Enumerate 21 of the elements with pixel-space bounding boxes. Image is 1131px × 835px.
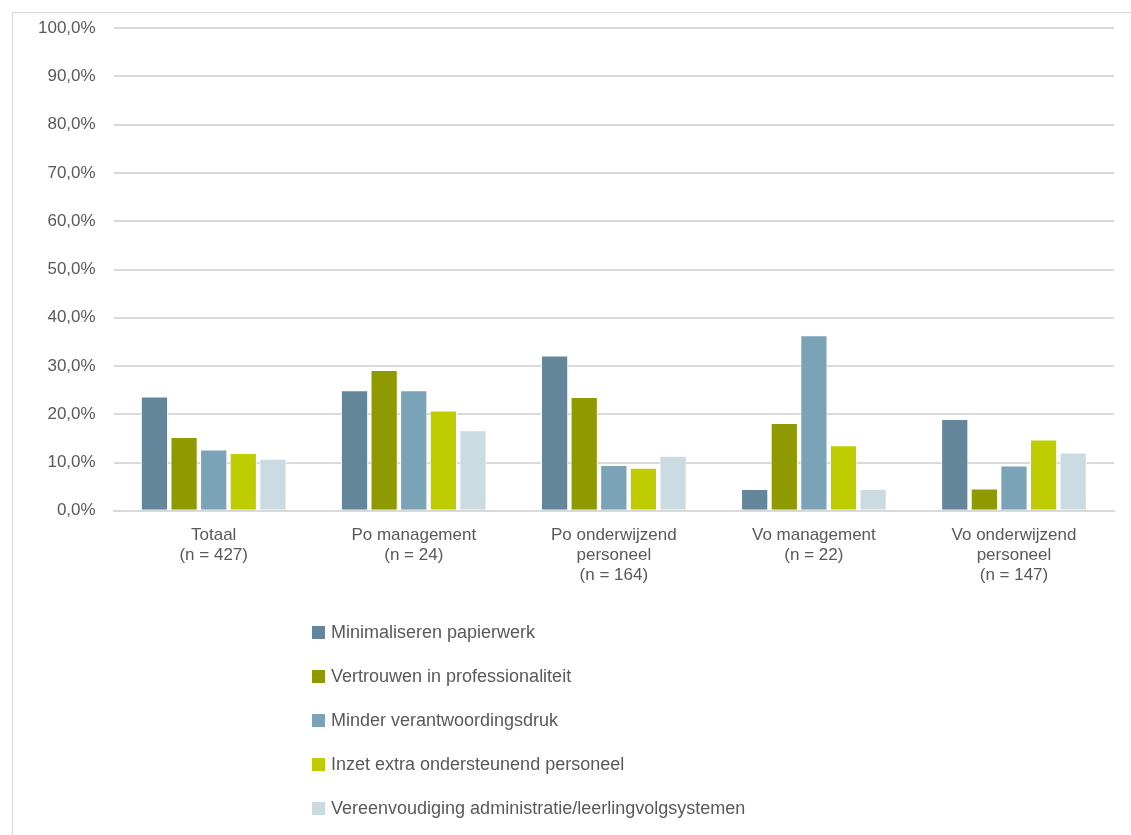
legend-label: Minder verantwoordingsdruk: [331, 709, 559, 731]
x-tick-label: Totaal (n = 427): [179, 524, 248, 565]
legend-label: Minimaliseren papierwerk: [331, 621, 536, 643]
y-tick-label: 50,0%: [47, 259, 96, 279]
y-tick-label: 30,0%: [47, 355, 96, 375]
y-tick-label: 20,0%: [47, 403, 96, 423]
y-tick-label: 90,0%: [47, 66, 96, 86]
x-tick-label: Po management (n = 24): [351, 524, 477, 565]
legend-label: Inzet extra ondersteunend personeel: [331, 753, 625, 775]
x-tick-label: Vo onderwijzend personeel (n = 147): [951, 524, 1077, 585]
x-tick-label: Po onderwijzend personeel (n = 164): [550, 524, 677, 585]
y-tick-label: 0,0%: [56, 500, 96, 520]
legend-label: Vertrouwen in professionaliteit: [331, 665, 572, 687]
y-tick-label: 10,0%: [47, 452, 96, 472]
y-tick-label: 100,0%: [37, 17, 96, 37]
x-tick-label: Vo management (n = 22): [751, 524, 877, 565]
y-tick-label: 70,0%: [47, 162, 96, 182]
legend-label: Vereenvoudiging administratie/leerlingvolgsystemen: [331, 797, 746, 819]
y-tick-label: 40,0%: [47, 307, 96, 327]
y-tick-label: 80,0%: [47, 114, 96, 134]
y-tick-label: 60,0%: [47, 210, 96, 230]
